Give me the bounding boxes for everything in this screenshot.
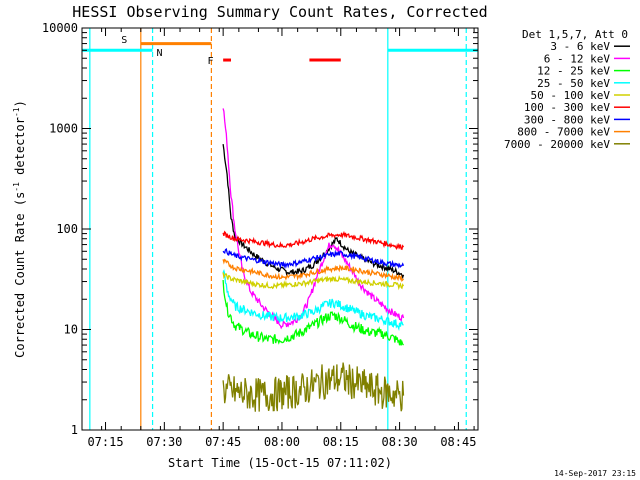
series-line-2 <box>222 279 405 346</box>
marker-s: S <box>121 35 127 46</box>
x-axis: 07:15 07:30 07:45 08:00 08:15 08:30 08:45 <box>81 28 476 449</box>
x-tick-label-4: 08:15 <box>323 435 359 449</box>
x-tick-label-0: 07:15 <box>87 435 123 449</box>
chart-title: HESSI Observing Summary Count Rates, Cor… <box>72 3 487 21</box>
vertical-lines <box>89 28 467 430</box>
x-tick-label-1: 07:30 <box>146 435 182 449</box>
x-tick-label-6: 08:45 <box>440 435 476 449</box>
series-line-1 <box>222 108 405 330</box>
legend-label-3: 25 - 50 keV <box>537 77 610 90</box>
legend-label-5: 100 - 300 keV <box>524 101 610 114</box>
legend-header: Det 1,5,7, Att 0 <box>522 28 628 41</box>
legend-label-8: 7000 - 20000 keV <box>504 138 610 151</box>
series-line-5 <box>222 230 405 251</box>
y-axis: 1 10 100 1000 10000 <box>42 21 478 437</box>
y-tick-label-1: 10 <box>64 323 78 337</box>
series-line-3 <box>222 268 404 332</box>
series-line-8 <box>222 362 405 412</box>
y-axis-label: Corrected Count Rate (s-1 detector-1) <box>12 100 27 358</box>
marker-f: F <box>207 56 213 67</box>
x-axis-label: Start Time (15-Oct-15 07:11:02) <box>168 456 392 470</box>
x-tick-label-2: 07:45 <box>205 435 241 449</box>
series-line-4 <box>222 272 405 291</box>
y-tick-label-3: 1000 <box>49 122 78 136</box>
series-line-7 <box>222 258 405 282</box>
x-tick-label-5: 08:30 <box>382 435 418 449</box>
legend-label-0: 3 - 6 keV <box>550 40 610 53</box>
legend-label-7: 800 - 7000 keV <box>517 126 610 139</box>
legend-label-1: 6 - 12 keV <box>544 52 611 65</box>
y-tick-label-4: 10000 <box>42 21 78 35</box>
y-tick-label-2: 100 <box>56 222 78 236</box>
top-bars <box>82 42 478 62</box>
series-line-6 <box>222 247 405 269</box>
legend-label-2: 12 - 25 keV <box>537 65 610 78</box>
legend-label-4: 50 - 100 keV <box>531 89 611 102</box>
series-group <box>222 108 405 412</box>
series-line-0 <box>222 144 405 280</box>
legend-label-6: 300 - 800 keV <box>524 113 610 126</box>
flag-markers: S N F <box>121 35 213 67</box>
timestamp: 14-Sep-2017 23:15 <box>554 469 636 478</box>
y-tick-label-0: 1 <box>71 423 78 437</box>
x-tick-label-3: 08:00 <box>264 435 300 449</box>
marker-n: N <box>156 48 162 59</box>
